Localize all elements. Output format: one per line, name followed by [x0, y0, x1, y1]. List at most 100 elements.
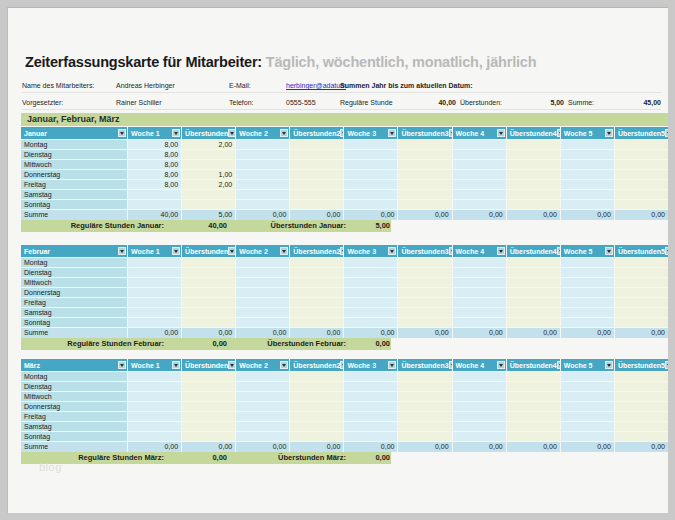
hours-cell[interactable]	[561, 318, 614, 327]
overtime-cell[interactable]	[398, 140, 451, 149]
overtime-cell[interactable]	[290, 150, 343, 159]
hours-cell[interactable]	[236, 160, 289, 169]
overtime-cell[interactable]	[507, 200, 560, 209]
hours-cell[interactable]	[344, 298, 397, 307]
hours-cell[interactable]	[236, 200, 289, 209]
overtime-cell[interactable]	[615, 372, 668, 381]
hours-cell[interactable]	[344, 402, 397, 411]
hours-cell[interactable]	[453, 180, 506, 189]
hours-cell[interactable]	[344, 318, 397, 327]
hours-cell[interactable]	[344, 180, 397, 189]
filter-dropdown-button[interactable]	[388, 361, 396, 369]
hours-cell[interactable]	[344, 160, 397, 169]
overtime-cell[interactable]	[182, 150, 235, 159]
filter-dropdown-button[interactable]	[557, 129, 560, 137]
filter-dropdown-button[interactable]	[497, 361, 505, 369]
overtime-cell[interactable]	[507, 160, 560, 169]
overtime-cell[interactable]: 2,00	[182, 140, 235, 149]
overtime-cell[interactable]	[290, 190, 343, 199]
hours-cell[interactable]	[128, 268, 181, 277]
overtime-cell[interactable]	[398, 308, 451, 317]
overtime-cell[interactable]	[398, 268, 451, 277]
hours-cell[interactable]	[561, 288, 614, 297]
overtime-cell[interactable]	[398, 170, 451, 179]
overtime-cell[interactable]	[615, 288, 668, 297]
overtime-cell[interactable]	[398, 288, 451, 297]
hours-cell[interactable]	[453, 422, 506, 431]
hours-cell[interactable]	[344, 170, 397, 179]
hours-cell[interactable]	[344, 392, 397, 401]
overtime-cell[interactable]	[182, 402, 235, 411]
overtime-cell[interactable]	[182, 288, 235, 297]
hours-cell[interactable]	[128, 190, 181, 199]
hours-cell[interactable]	[561, 308, 614, 317]
filter-dropdown-button[interactable]	[665, 247, 668, 255]
hours-cell[interactable]: 8,00	[128, 140, 181, 149]
overtime-cell[interactable]	[507, 392, 560, 401]
hours-cell[interactable]	[453, 268, 506, 277]
filter-dropdown-button[interactable]	[340, 129, 343, 137]
hours-cell[interactable]	[453, 392, 506, 401]
overtime-cell[interactable]	[182, 278, 235, 287]
hours-cell[interactable]	[128, 258, 181, 267]
overtime-cell[interactable]	[507, 150, 560, 159]
filter-dropdown-button[interactable]	[280, 247, 288, 255]
email-link[interactable]: herbinger@adatum	[286, 79, 346, 92]
hours-cell[interactable]	[344, 372, 397, 381]
overtime-cell[interactable]	[182, 382, 235, 391]
filter-dropdown-button[interactable]	[605, 361, 613, 369]
filter-dropdown-button[interactable]	[605, 247, 613, 255]
filter-dropdown-button[interactable]	[228, 129, 235, 137]
hours-cell[interactable]	[128, 288, 181, 297]
filter-dropdown-button[interactable]	[449, 129, 452, 137]
overtime-cell[interactable]	[615, 412, 668, 421]
overtime-cell[interactable]	[290, 200, 343, 209]
filter-dropdown-button[interactable]	[118, 361, 126, 369]
overtime-cell[interactable]	[398, 298, 451, 307]
hours-cell[interactable]	[128, 200, 181, 209]
hours-cell[interactable]	[561, 160, 614, 169]
hours-cell[interactable]	[453, 298, 506, 307]
overtime-cell[interactable]	[290, 258, 343, 267]
hours-cell[interactable]	[561, 170, 614, 179]
overtime-cell[interactable]	[615, 160, 668, 169]
hours-cell[interactable]	[236, 422, 289, 431]
hours-cell[interactable]	[344, 412, 397, 421]
overtime-cell[interactable]	[290, 412, 343, 421]
overtime-cell[interactable]	[398, 382, 451, 391]
overtime-cell[interactable]	[507, 190, 560, 199]
overtime-cell[interactable]	[507, 382, 560, 391]
overtime-cell[interactable]	[398, 412, 451, 421]
overtime-cell[interactable]	[290, 432, 343, 441]
overtime-cell[interactable]	[398, 318, 451, 327]
overtime-cell[interactable]	[290, 288, 343, 297]
overtime-cell[interactable]	[182, 412, 235, 421]
overtime-cell[interactable]	[615, 268, 668, 277]
overtime-cell[interactable]	[507, 140, 560, 149]
hours-cell[interactable]	[561, 278, 614, 287]
hours-cell[interactable]: 8,00	[128, 160, 181, 169]
overtime-cell[interactable]	[182, 392, 235, 401]
hours-cell[interactable]	[453, 140, 506, 149]
filter-dropdown-button[interactable]	[665, 361, 668, 369]
hours-cell[interactable]	[236, 308, 289, 317]
hours-cell[interactable]: 8,00	[128, 150, 181, 159]
overtime-cell[interactable]	[182, 258, 235, 267]
hours-cell[interactable]	[236, 318, 289, 327]
hours-cell[interactable]	[561, 140, 614, 149]
hours-cell[interactable]	[236, 432, 289, 441]
overtime-cell[interactable]	[290, 372, 343, 381]
filter-dropdown-button[interactable]	[228, 361, 235, 369]
overtime-cell[interactable]	[507, 308, 560, 317]
hours-cell[interactable]	[236, 298, 289, 307]
overtime-cell[interactable]	[398, 180, 451, 189]
hours-cell[interactable]	[344, 190, 397, 199]
overtime-cell[interactable]	[507, 170, 560, 179]
overtime-cell[interactable]	[290, 382, 343, 391]
hours-cell[interactable]	[236, 382, 289, 391]
overtime-cell[interactable]	[507, 432, 560, 441]
overtime-cell[interactable]	[398, 258, 451, 267]
hours-cell[interactable]	[344, 382, 397, 391]
hours-cell[interactable]	[344, 268, 397, 277]
hours-cell[interactable]	[561, 392, 614, 401]
